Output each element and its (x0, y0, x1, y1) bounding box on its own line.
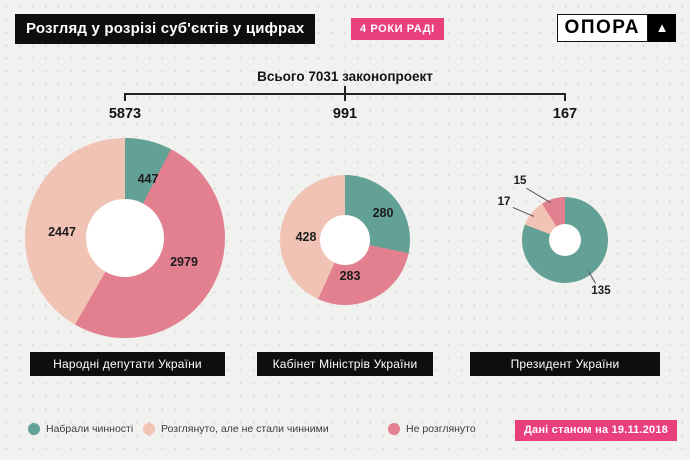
legend-dot-rose (388, 423, 400, 435)
chart3-total: 167 (552, 106, 578, 122)
legend-label: Розглянуто, але не стали чинними (161, 423, 329, 435)
data-date-badge: Дані станом на 19.11.2018 (514, 420, 677, 441)
logo-triangle-icon: ▲ (648, 14, 676, 42)
chart3-name-bar: Президент України (470, 352, 660, 376)
donut-hole (320, 215, 370, 265)
bracket-stem (344, 86, 346, 93)
chart2-name-bar: Кабінет Міністрів України (257, 352, 433, 376)
donut-chart-president (522, 197, 608, 283)
overview-total-label: Всього 7031 законопроект (257, 69, 433, 84)
page-title: Розгляд у розрізі суб'єктів у цифрах (15, 14, 316, 44)
legend-item-not-considered: Не розглянуто (388, 423, 476, 435)
legend-item-enacted: Набрали чинності (28, 423, 133, 435)
donut-hole (549, 224, 581, 256)
segment-value: 280 (372, 206, 394, 220)
legend-item-considered: Розглянуто, але не стали чинними (143, 423, 329, 435)
bracket-tick-center (344, 93, 346, 101)
bracket-tick-left (124, 93, 126, 101)
segment-value: 2979 (170, 255, 198, 269)
chart2-total: 991 (332, 106, 358, 122)
bracket-tick-right (564, 93, 566, 101)
segment-value: 447 (137, 172, 159, 186)
donut-hole (86, 199, 164, 277)
segment-value: 428 (295, 230, 317, 244)
segment-value: 2447 (48, 225, 76, 239)
segment-value: 135 (591, 285, 611, 297)
chart1-name-bar: Народні депутати України (30, 352, 225, 376)
legend-dot-teal (28, 423, 40, 435)
segment-value: 15 (513, 175, 527, 187)
donut-chart-cabinet (280, 175, 410, 305)
legend-label: Не розглянуто (406, 423, 476, 435)
segment-value: 283 (339, 269, 361, 283)
chart1-total: 5873 (108, 106, 142, 122)
legend-dot-salmon (143, 423, 155, 435)
opora-logo: ОПОРА ▲ (556, 14, 676, 42)
legend-label: Набрали чинності (46, 423, 134, 435)
logo-text: ОПОРА (556, 14, 648, 42)
segment-value: 17 (497, 196, 511, 208)
leader-line (526, 188, 552, 204)
donut-chart-deputies (25, 138, 225, 338)
anniversary-badge: 4 РОКИ РАДІ (351, 18, 444, 40)
